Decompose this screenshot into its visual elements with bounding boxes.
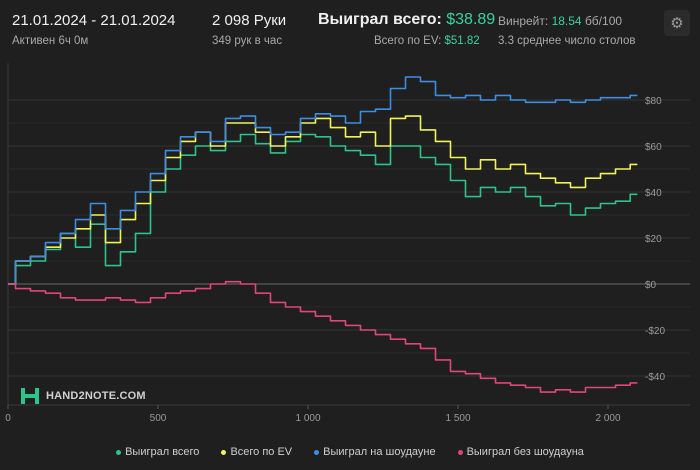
y-tick-label: $0 xyxy=(645,280,657,291)
legend-label-showdown: Выиграл на шоудауне xyxy=(323,446,436,458)
legend-item-won[interactable]: Выиграл всего xyxy=(116,446,199,458)
series-line-won xyxy=(8,133,638,285)
y-tick-label: $20 xyxy=(645,234,662,245)
winrate: Винрейт: 18.54 бб/100 xyxy=(498,14,622,28)
legend-dot-showdown xyxy=(314,449,320,455)
legend-label-no-showdown: Выиграл без шоудауна xyxy=(466,446,584,458)
y-tick-label: $60 xyxy=(645,142,662,153)
series-line-ev xyxy=(8,115,638,285)
y-tick-label: -$20 xyxy=(645,326,665,337)
y-axis-ticks: $80 $60 $40 $20 $0 -$20 -$40 xyxy=(645,96,665,383)
ev-total-value: $51.82 xyxy=(444,35,480,47)
tables-average: 3.3 среднее число столов xyxy=(498,35,636,47)
legend-dot-no-showdown xyxy=(457,449,463,455)
y-tick-label: -$40 xyxy=(645,372,665,383)
won-total: Выиграл всего: $38.89 xyxy=(318,11,495,29)
legend-item-ev[interactable]: Всего по EV xyxy=(221,446,292,458)
hands-per-hour: 349 рук в час xyxy=(212,35,283,47)
winrate-unit: бб/100 xyxy=(584,14,623,28)
active-duration: Активен 6ч 0м xyxy=(12,35,89,47)
y-tick-label: $40 xyxy=(645,188,662,199)
legend-item-showdown[interactable]: Выиграл на шоудауне xyxy=(314,446,436,458)
legend-item-no-showdown[interactable]: Выиграл без шоудауна xyxy=(457,446,584,458)
x-tick-label: 1 000 xyxy=(295,413,320,424)
chart-legend: Выиграл всего Всего по EV Выиграл на шоу… xyxy=(0,446,700,458)
chart-grid xyxy=(7,63,690,406)
series-line-showdown xyxy=(8,76,638,285)
x-tick-label: 0 xyxy=(5,413,11,424)
winrate-value: 18.54 xyxy=(551,14,582,28)
won-total-value: $38.89 xyxy=(446,11,496,28)
legend-dot-ev xyxy=(221,449,227,455)
legend-dot-won xyxy=(116,449,122,455)
legend-label-ev: Всего по EV xyxy=(230,446,293,458)
winrate-label: Винрейт: xyxy=(498,14,549,28)
y-tick-label: $80 xyxy=(645,96,662,107)
date-range: 21.01.2024 - 21.01.2024 xyxy=(12,12,176,29)
x-tick-label: 1 500 xyxy=(445,413,470,424)
chart-series xyxy=(8,76,638,393)
hand2note-logo: HAND2NOTE.COM xyxy=(20,386,146,406)
settings-gear-icon[interactable]: ⚙ xyxy=(664,10,690,36)
x-axis-ticks: 0 500 1 000 1 500 2 000 xyxy=(5,405,621,424)
x-tick-label: 2 000 xyxy=(595,413,620,424)
hand2note-logo-icon xyxy=(21,388,39,404)
logo-text: HAND2NOTE.COM xyxy=(46,390,146,402)
won-total-label: Выиграл всего: xyxy=(318,11,442,28)
ev-total-label: Всего по EV: xyxy=(374,35,442,47)
ev-total: Всего по EV: $51.82 xyxy=(374,35,480,47)
legend-label-won: Выиграл всего xyxy=(125,446,200,458)
x-tick-label: 500 xyxy=(150,413,167,424)
series-line-no_showdown xyxy=(8,280,638,393)
hands-count: 2 098 Руки xyxy=(212,12,287,29)
